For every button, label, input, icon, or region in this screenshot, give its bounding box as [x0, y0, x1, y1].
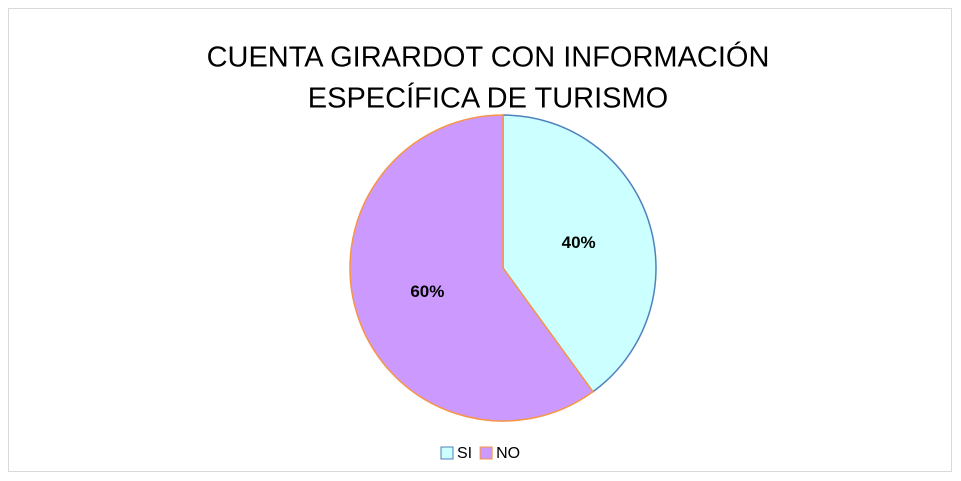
data-label: 40%: [562, 233, 596, 252]
legend-label: NO: [496, 445, 520, 462]
data-label: 60%: [410, 282, 444, 301]
legend-swatch: [440, 446, 454, 460]
legend-label: SI: [457, 445, 472, 462]
pie-slice: [349, 114, 594, 422]
pie-slice: [502, 114, 657, 393]
chart-title: CUENTA GIRARDOT CON INFORMACIÓN: [207, 41, 770, 74]
chart-title: ESPECÍFICA DE TURISMO: [308, 82, 668, 115]
legend-swatch: [479, 446, 493, 460]
